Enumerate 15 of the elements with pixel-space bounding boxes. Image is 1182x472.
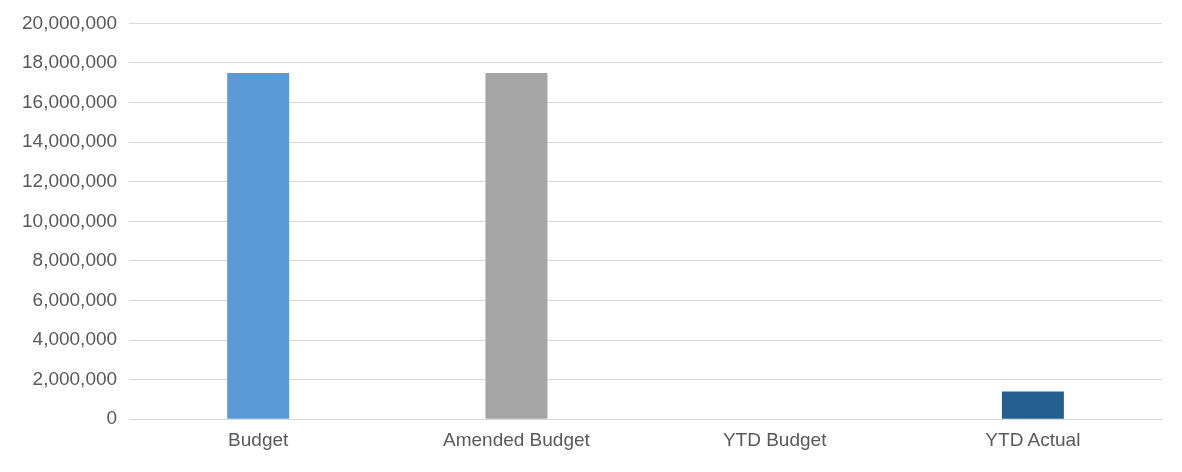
y-tick-label: 12,000,000 [22,169,118,191]
y-tick-label: 20,000,000 [22,11,118,33]
y-tick-label: 2,000,000 [32,367,118,389]
y-tick-label: 14,000,000 [22,130,118,152]
y-tick-label: 0 [106,407,118,429]
x-tick-label: Budget [228,428,290,450]
y-tick-label: 18,000,000 [22,51,118,73]
y-tick-label: 6,000,000 [32,288,118,310]
x-tick-label: Amended Budget [443,428,591,450]
y-tick-label: 10,000,000 [22,209,118,231]
y-tick-label: 8,000,000 [32,249,118,271]
y-tick-label: 16,000,000 [22,90,118,112]
x-tick-label: YTD Budget [722,428,828,450]
x-tick-label: YTD Actual [985,428,1081,450]
y-tick-label: 4,000,000 [32,328,118,350]
